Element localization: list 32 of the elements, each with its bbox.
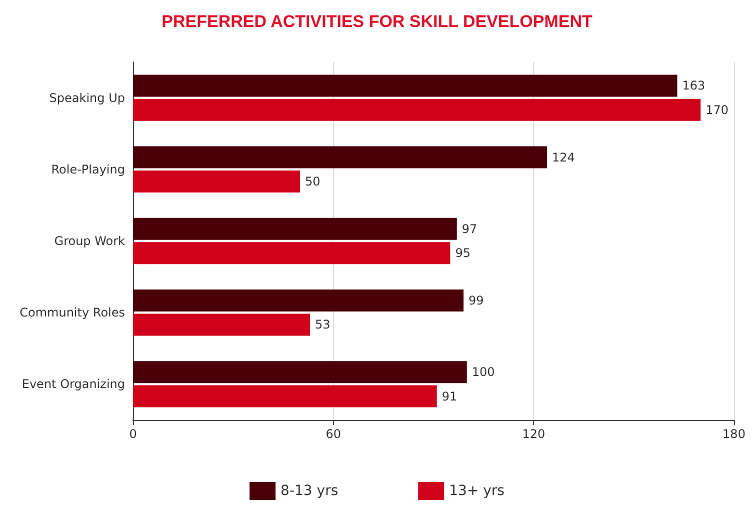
bar	[133, 98, 701, 121]
data-label: 124	[552, 150, 575, 164]
data-label: 50	[304, 174, 320, 188]
bar	[133, 74, 678, 97]
y-tick-label: Speaking Up	[49, 90, 125, 105]
x-tick-label: 60	[326, 427, 341, 441]
bar	[133, 218, 457, 240]
bar	[133, 385, 437, 408]
y-tick-label: Event Organizing	[22, 377, 125, 392]
data-label: 91	[442, 389, 458, 404]
data-label: 97	[462, 222, 478, 236]
bar	[133, 361, 467, 384]
legend-label: 8-13 yrs	[280, 483, 338, 499]
bar	[133, 290, 464, 312]
y-tick-label: Role-Playing	[51, 162, 125, 176]
x-tick-label: 120	[522, 427, 546, 441]
data-label: 99	[468, 294, 484, 308]
x-tick-label: 0	[129, 427, 137, 441]
legend-label: 13+ yrs	[449, 483, 504, 499]
chart-title: PREFERRED ACTIVITIES FOR SKILL DEVELOPMENT	[162, 12, 593, 31]
bar	[133, 314, 310, 336]
data-label: 170	[706, 102, 729, 117]
data-label: 100	[472, 365, 495, 380]
data-label: 95	[455, 246, 470, 260]
bar	[133, 242, 450, 264]
y-tick-label: Community Roles	[20, 306, 125, 320]
x-tick-label: 180	[722, 427, 746, 441]
bar	[133, 170, 300, 192]
data-label: 53	[314, 318, 330, 332]
y-tick-label: Group Work	[54, 234, 126, 248]
bar	[133, 146, 548, 168]
data-label: 163	[682, 78, 706, 93]
